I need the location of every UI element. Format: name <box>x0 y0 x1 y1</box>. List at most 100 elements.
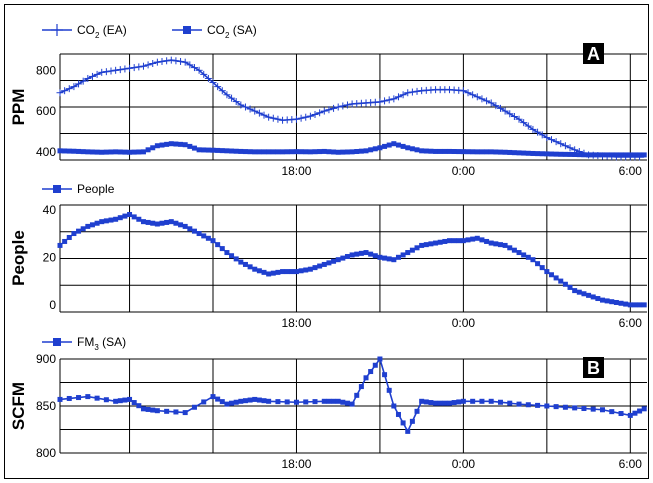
data-point <box>590 294 596 300</box>
data-point <box>85 394 91 400</box>
data-point <box>637 408 643 414</box>
data-point <box>238 259 244 265</box>
data-point <box>544 269 550 275</box>
data-point <box>419 148 425 154</box>
data-point <box>446 400 452 406</box>
data-point <box>460 398 466 404</box>
data-point <box>108 217 114 223</box>
data-point <box>395 142 401 148</box>
data-point <box>117 398 123 404</box>
x-tick-label: 18:00 <box>281 164 311 178</box>
data-point <box>442 238 448 244</box>
data-point <box>182 410 188 416</box>
data-point <box>618 152 624 158</box>
data-point <box>219 148 225 154</box>
data-point <box>363 148 369 154</box>
data-point <box>419 242 425 248</box>
data-point <box>377 145 383 151</box>
data-point <box>553 151 559 157</box>
data-point <box>525 402 531 408</box>
data-point <box>224 148 230 154</box>
data-point <box>131 400 137 406</box>
data-point <box>414 408 420 414</box>
data-point <box>488 398 494 404</box>
data-point <box>349 401 355 407</box>
y-tick-label: 0 <box>49 298 56 312</box>
data-point <box>344 254 350 260</box>
data-point <box>178 141 184 147</box>
data-point <box>145 147 151 153</box>
data-point <box>335 149 341 155</box>
series-line-people <box>59 213 645 306</box>
panel-co2: CO2 (EA) CO2 (SA) 400 600 800 PPM 18:00 0:00 6… <box>9 23 647 178</box>
data-point <box>127 149 133 155</box>
data-point <box>530 150 536 156</box>
data-point <box>497 242 503 248</box>
data-point <box>127 396 133 402</box>
data-point <box>511 247 517 253</box>
data-point <box>609 152 615 158</box>
data-point <box>307 149 313 155</box>
data-point <box>256 397 262 403</box>
data-point <box>57 148 63 154</box>
data-point <box>57 242 63 248</box>
data-point <box>145 406 151 412</box>
data-point <box>641 152 647 158</box>
data-point <box>103 218 109 224</box>
data-point <box>321 261 327 267</box>
data-point <box>465 149 471 155</box>
data-point <box>215 396 221 402</box>
data-point <box>261 269 267 275</box>
data-point <box>326 260 332 266</box>
data-point <box>201 147 207 153</box>
data-point <box>516 250 522 256</box>
data-point <box>113 398 119 404</box>
data-point <box>423 148 429 154</box>
data-point <box>354 149 360 155</box>
data-point <box>521 150 527 156</box>
data-point <box>113 149 119 155</box>
data-point <box>586 292 592 298</box>
x-tick-label: 6:00 <box>619 457 643 471</box>
y-tick-label: 850 <box>36 399 56 413</box>
data-point <box>201 399 207 405</box>
data-point <box>358 148 364 154</box>
data-point <box>275 399 281 405</box>
data-point <box>229 253 235 259</box>
data-point <box>497 149 503 155</box>
data-point <box>94 149 100 155</box>
panel-badge-text: B <box>587 358 600 378</box>
data-point <box>331 258 337 264</box>
x-tick-label: 18:00 <box>281 457 311 471</box>
data-point <box>140 149 146 155</box>
data-point <box>497 399 503 405</box>
data-point <box>307 266 313 272</box>
data-point <box>535 402 541 408</box>
data-point <box>312 399 318 405</box>
data-point <box>85 223 91 229</box>
data-point <box>507 400 513 406</box>
data-point <box>409 146 415 152</box>
data-point <box>210 147 216 153</box>
data-point <box>108 149 114 155</box>
data-point <box>187 226 193 232</box>
y-tick-label: 800 <box>36 63 56 77</box>
data-point <box>511 150 517 156</box>
data-point <box>507 149 513 155</box>
data-point <box>586 152 592 158</box>
data-point <box>196 231 202 237</box>
data-point <box>446 148 452 154</box>
legend-label: CO2 (EA) <box>77 23 127 40</box>
data-point <box>414 147 420 153</box>
data-point <box>150 407 156 413</box>
data-point <box>428 241 434 247</box>
series-line-fm3-sa- <box>59 357 645 434</box>
data-point <box>298 149 304 155</box>
data-point <box>321 398 327 404</box>
panel-label-badge-a: A <box>583 43 604 64</box>
y-tick-label: 400 <box>36 145 56 159</box>
data-point <box>99 149 105 155</box>
panel-people-legend: People <box>42 182 115 196</box>
data-point <box>405 145 411 151</box>
data-point <box>275 269 281 275</box>
